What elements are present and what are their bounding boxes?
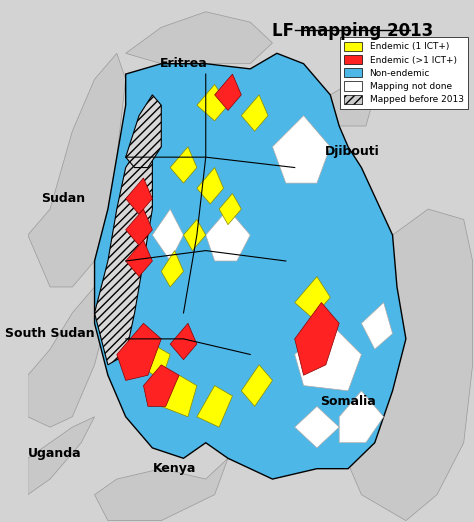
Polygon shape	[139, 344, 170, 381]
Polygon shape	[339, 391, 383, 443]
Polygon shape	[144, 365, 179, 407]
Polygon shape	[126, 178, 152, 214]
Polygon shape	[161, 375, 197, 417]
Polygon shape	[183, 219, 206, 251]
Polygon shape	[152, 209, 183, 261]
Polygon shape	[273, 115, 330, 183]
Polygon shape	[339, 209, 473, 520]
Polygon shape	[219, 194, 241, 224]
Polygon shape	[295, 323, 361, 391]
Polygon shape	[330, 79, 375, 126]
Polygon shape	[361, 303, 392, 349]
Polygon shape	[215, 74, 241, 111]
Polygon shape	[170, 323, 197, 360]
Polygon shape	[126, 240, 152, 277]
Polygon shape	[161, 251, 183, 287]
Legend: Endemic (1 ICT+), Endemic (>1 ICT+), Non-endemic, Mapping not done, Mapped befor: Endemic (1 ICT+), Endemic (>1 ICT+), Non…	[340, 37, 468, 109]
Text: Djibouti: Djibouti	[325, 146, 380, 159]
Polygon shape	[126, 95, 161, 168]
Text: South Sudan: South Sudan	[5, 327, 95, 340]
Polygon shape	[28, 287, 108, 427]
Polygon shape	[28, 53, 126, 287]
Polygon shape	[94, 458, 228, 520]
Polygon shape	[197, 85, 228, 121]
Text: Uganda: Uganda	[27, 447, 82, 459]
Polygon shape	[295, 277, 330, 318]
Polygon shape	[197, 386, 232, 427]
Polygon shape	[94, 147, 152, 365]
Polygon shape	[28, 417, 94, 495]
Polygon shape	[126, 12, 273, 64]
Polygon shape	[126, 209, 152, 245]
Text: LF mapping 2013: LF mapping 2013	[272, 22, 433, 40]
Polygon shape	[241, 95, 268, 131]
Polygon shape	[170, 147, 197, 183]
Polygon shape	[117, 323, 161, 381]
Polygon shape	[206, 209, 250, 261]
Polygon shape	[295, 407, 339, 448]
Text: Eritrea: Eritrea	[160, 57, 208, 70]
Text: Sudan: Sudan	[41, 192, 85, 205]
Polygon shape	[241, 365, 273, 407]
Polygon shape	[197, 168, 224, 204]
Text: Kenya: Kenya	[153, 462, 196, 475]
Text: Somalia: Somalia	[320, 395, 376, 408]
Polygon shape	[94, 53, 406, 479]
Polygon shape	[295, 303, 339, 375]
